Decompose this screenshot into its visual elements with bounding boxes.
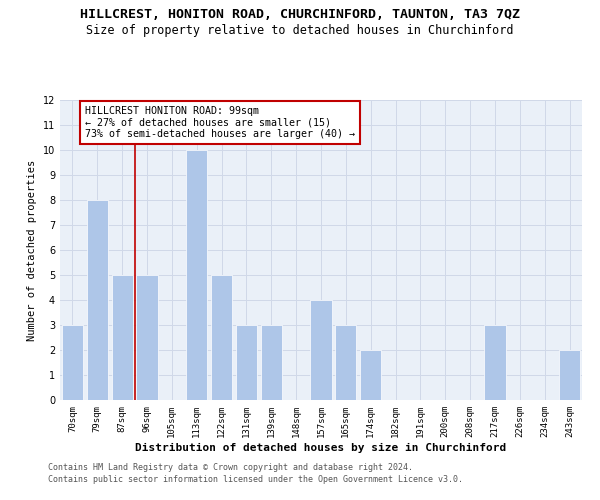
Text: Contains public sector information licensed under the Open Government Licence v3: Contains public sector information licen… xyxy=(48,475,463,484)
Bar xyxy=(112,275,133,400)
Bar xyxy=(186,150,207,400)
Bar xyxy=(136,275,158,400)
Text: Distribution of detached houses by size in Churchinford: Distribution of detached houses by size … xyxy=(136,442,506,452)
Bar xyxy=(559,350,580,400)
Bar xyxy=(360,350,381,400)
Text: Size of property relative to detached houses in Churchinford: Size of property relative to detached ho… xyxy=(86,24,514,37)
Bar xyxy=(335,325,356,400)
Y-axis label: Number of detached properties: Number of detached properties xyxy=(27,160,37,340)
Text: HILLCREST HONITON ROAD: 99sqm
← 27% of detached houses are smaller (15)
73% of s: HILLCREST HONITON ROAD: 99sqm ← 27% of d… xyxy=(85,106,355,140)
Text: HILLCREST, HONITON ROAD, CHURCHINFORD, TAUNTON, TA3 7QZ: HILLCREST, HONITON ROAD, CHURCHINFORD, T… xyxy=(80,8,520,20)
Bar xyxy=(87,200,108,400)
Bar xyxy=(484,325,506,400)
Bar xyxy=(310,300,332,400)
Bar xyxy=(236,325,257,400)
Text: Contains HM Land Registry data © Crown copyright and database right 2024.: Contains HM Land Registry data © Crown c… xyxy=(48,464,413,472)
Bar xyxy=(211,275,232,400)
Bar xyxy=(261,325,282,400)
Bar xyxy=(62,325,83,400)
